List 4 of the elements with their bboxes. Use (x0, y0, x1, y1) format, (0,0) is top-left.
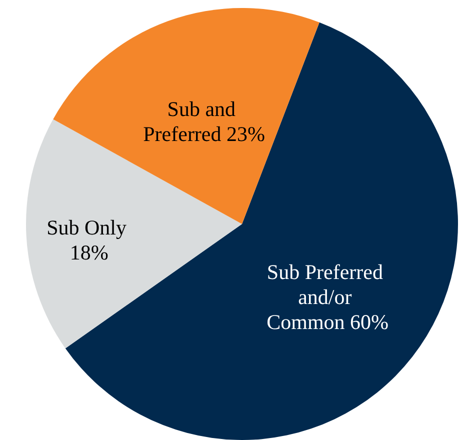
slice-label: Sub Only (46, 215, 132, 240)
slice-label: Sub and Preferred 23% (143, 97, 265, 146)
slice-label: Sub Preferred and/or Common 60% (266, 260, 389, 334)
data-label: 18% (70, 240, 108, 264)
